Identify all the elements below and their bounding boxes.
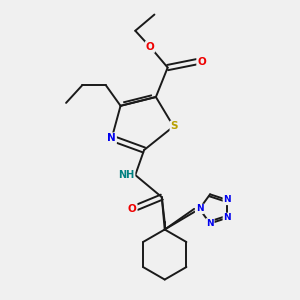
Text: N: N <box>224 195 231 204</box>
Text: O: O <box>197 57 206 67</box>
Text: O: O <box>146 42 154 52</box>
Text: N: N <box>107 133 116 143</box>
Text: N: N <box>224 213 231 222</box>
Text: S: S <box>170 122 178 131</box>
Text: N: N <box>206 219 214 228</box>
Text: NH: NH <box>118 170 135 180</box>
Text: O: O <box>128 204 137 214</box>
Text: N: N <box>196 204 203 213</box>
